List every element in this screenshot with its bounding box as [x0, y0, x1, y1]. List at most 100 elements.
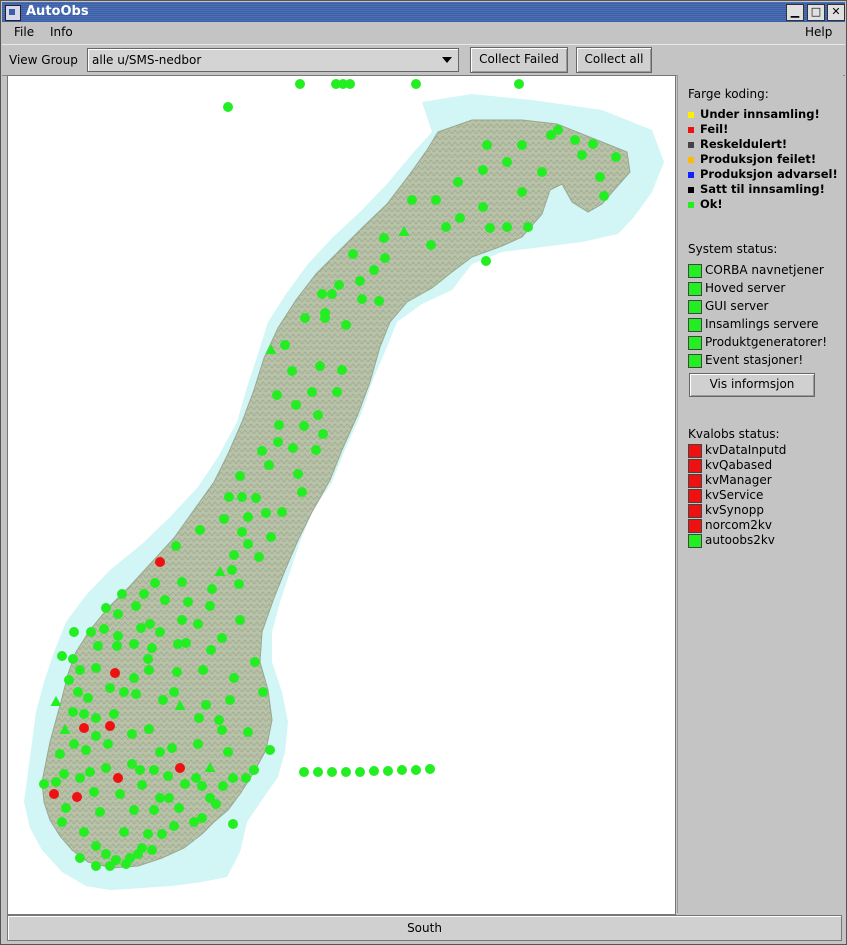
station-marker[interactable]: [139, 589, 149, 599]
station-marker[interactable]: [149, 805, 159, 815]
station-marker[interactable]: [144, 665, 154, 675]
station-marker[interactable]: [218, 781, 228, 791]
show-info-button[interactable]: Vis informsjon: [689, 373, 815, 397]
station-marker[interactable]: [611, 152, 621, 162]
station-marker[interactable]: [109, 709, 119, 719]
station-marker[interactable]: [425, 764, 435, 774]
station-marker[interactable]: [431, 195, 441, 205]
station-marker[interactable]: [338, 79, 348, 89]
station-marker[interactable]: [295, 79, 305, 89]
station-marker[interactable]: [517, 187, 527, 197]
station-marker[interactable]: [144, 724, 154, 734]
station-marker[interactable]: [143, 829, 153, 839]
menu-help[interactable]: Help: [805, 25, 833, 39]
station-marker[interactable]: [214, 715, 224, 725]
station-marker[interactable]: [155, 557, 165, 567]
station-marker[interactable]: [147, 845, 157, 855]
station-marker[interactable]: [207, 584, 217, 594]
station-marker[interactable]: [337, 365, 347, 375]
station-marker[interactable]: [332, 387, 342, 397]
station-marker[interactable]: [407, 195, 417, 205]
station-marker[interactable]: [112, 641, 122, 651]
station-marker[interactable]: [482, 140, 492, 150]
station-marker[interactable]: [453, 177, 463, 187]
window-menu-icon[interactable]: [5, 5, 21, 21]
collect-failed-button[interactable]: Collect Failed: [470, 47, 568, 73]
station-marker[interactable]: [341, 320, 351, 330]
station-marker[interactable]: [517, 140, 527, 150]
station-marker[interactable]: [331, 79, 341, 89]
station-marker[interactable]: [318, 429, 328, 439]
station-marker[interactable]: [113, 631, 123, 641]
station-marker[interactable]: [383, 766, 393, 776]
station-marker[interactable]: [291, 400, 301, 410]
station-marker[interactable]: [145, 619, 155, 629]
station-marker[interactable]: [288, 443, 298, 453]
station-marker[interactable]: [277, 507, 287, 517]
station-marker[interactable]: [272, 390, 282, 400]
station-marker[interactable]: [369, 265, 379, 275]
station-marker[interactable]: [133, 849, 143, 859]
station-marker[interactable]: [155, 627, 165, 637]
station-marker[interactable]: [237, 492, 247, 502]
station-marker[interactable]: [243, 727, 253, 737]
station-marker[interactable]: [105, 683, 115, 693]
station-marker[interactable]: [261, 508, 271, 518]
station-marker[interactable]: [177, 577, 187, 587]
station-marker[interactable]: [357, 294, 367, 304]
station-marker[interactable]: [135, 765, 145, 775]
station-marker[interactable]: [129, 639, 139, 649]
station-marker[interactable]: [570, 135, 580, 145]
station-marker[interactable]: [127, 759, 137, 769]
station-marker[interactable]: [577, 150, 587, 160]
station-marker[interactable]: [211, 799, 221, 809]
station-marker[interactable]: [228, 819, 238, 829]
station-marker[interactable]: [229, 673, 239, 683]
station-marker[interactable]: [588, 139, 598, 149]
station-marker[interactable]: [119, 687, 129, 697]
station-marker[interactable]: [59, 724, 71, 734]
station-marker[interactable]: [180, 779, 190, 789]
station-marker[interactable]: [101, 603, 111, 613]
station-marker[interactable]: [204, 762, 216, 772]
station-marker[interactable]: [173, 639, 183, 649]
station-marker[interactable]: [369, 766, 379, 776]
station-marker[interactable]: [345, 79, 355, 89]
station-marker[interactable]: [101, 763, 111, 773]
station-marker[interactable]: [455, 213, 465, 223]
view-group-select[interactable]: alle u/SMS-nedbor: [87, 48, 459, 72]
station-marker[interactable]: [155, 747, 165, 757]
station-marker[interactable]: [223, 102, 233, 112]
station-marker[interactable]: [311, 445, 321, 455]
station-marker[interactable]: [397, 765, 407, 775]
station-marker[interactable]: [214, 566, 226, 576]
station-marker[interactable]: [514, 79, 524, 89]
station-marker[interactable]: [167, 743, 177, 753]
station-marker[interactable]: [502, 222, 512, 232]
station-marker[interactable]: [224, 492, 234, 502]
station-marker[interactable]: [79, 709, 89, 719]
station-marker[interactable]: [189, 817, 199, 827]
station-marker[interactable]: [49, 789, 59, 799]
station-marker[interactable]: [217, 725, 227, 735]
norway-map[interactable]: [8, 76, 675, 914]
station-marker[interactable]: [174, 700, 186, 710]
station-marker[interactable]: [274, 420, 284, 430]
station-marker[interactable]: [320, 313, 330, 323]
station-marker[interactable]: [50, 696, 62, 706]
station-marker[interactable]: [380, 253, 390, 263]
station-marker[interactable]: [198, 665, 208, 675]
station-marker[interactable]: [75, 853, 85, 863]
station-marker[interactable]: [317, 289, 327, 299]
station-marker[interactable]: [79, 827, 89, 837]
station-marker[interactable]: [217, 633, 227, 643]
station-marker[interactable]: [83, 693, 93, 703]
title-bar[interactable]: AutoObs ▁ □ ✕: [2, 2, 845, 22]
station-marker[interactable]: [113, 609, 123, 619]
station-marker[interactable]: [313, 767, 323, 777]
station-marker[interactable]: [250, 657, 260, 667]
station-marker[interactable]: [599, 191, 609, 201]
station-marker[interactable]: [251, 493, 261, 503]
station-marker[interactable]: [51, 777, 61, 787]
station-marker[interactable]: [127, 729, 137, 739]
